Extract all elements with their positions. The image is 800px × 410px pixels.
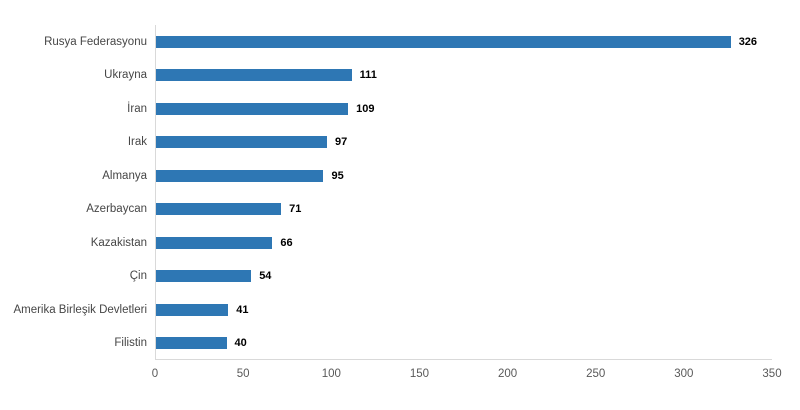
value-label: 95: [331, 169, 344, 182]
category-label: Azerbaycan: [86, 203, 147, 216]
x-axis: 0 50 100 150 200 250 300 350: [151, 360, 782, 390]
bar: [156, 303, 229, 316]
value-label: 40: [234, 337, 247, 350]
x-tick-label: 300: [674, 368, 694, 380]
x-tick-label: 250: [586, 368, 606, 380]
category-label: Irak: [127, 136, 147, 149]
category-label: Kazakistan: [90, 236, 147, 249]
bar-row: Rusya Federasyonu 326: [44, 25, 772, 59]
value-label: 97: [334, 136, 348, 149]
bar-row: Irak 97: [128, 126, 772, 160]
value-label: 326: [738, 35, 758, 48]
bar-row: Amerika Birleşik Devletleri 41: [13, 293, 772, 327]
bar-row: Kazakistan 66: [91, 226, 772, 260]
value-label: 111: [359, 69, 377, 82]
value-label: 109: [356, 102, 375, 115]
value-label: 71: [289, 203, 302, 216]
bar: [156, 236, 273, 249]
category-label: Almanya: [102, 169, 147, 182]
bar-row: Almanya 95: [102, 159, 772, 193]
bar-row: Azerbaycan 71: [86, 193, 772, 227]
bar: [156, 203, 282, 216]
x-tick-label: 50: [236, 368, 250, 380]
bar: [156, 35, 731, 48]
category-label: Ukrayna: [104, 69, 147, 82]
value-label: 54: [259, 270, 272, 283]
x-tick-label: 150: [409, 368, 430, 380]
value-label: 41: [236, 303, 249, 316]
bar: [156, 169, 324, 182]
category-label: Çin: [129, 270, 147, 283]
bar: [156, 102, 349, 115]
x-tick-label: 200: [497, 368, 518, 380]
category-label: İran: [127, 102, 147, 115]
category-label: Rusya Federasyonu: [44, 35, 147, 48]
bar-row: İran 109: [127, 92, 772, 126]
bar: [156, 337, 227, 350]
bar-row: Çin 54: [130, 260, 772, 294]
bar: [156, 69, 352, 82]
bar: [156, 270, 252, 283]
value-label: 66: [280, 236, 293, 249]
x-tick-label: 350: [762, 368, 782, 380]
bar-row: Filistin 40: [114, 327, 772, 361]
x-tick-label: 0: [151, 368, 159, 380]
bar-row: Ukrayna 111: [104, 59, 772, 93]
category-label: Filistin: [114, 337, 147, 350]
x-tick-label: 100: [321, 368, 341, 380]
bar: [156, 136, 327, 149]
category-label: Amerika Birleşik Devletleri: [13, 303, 147, 316]
plot-area: Rusya Federasyonu 326 Ukrayna 111 İran 109 Ira…: [13, 25, 772, 361]
